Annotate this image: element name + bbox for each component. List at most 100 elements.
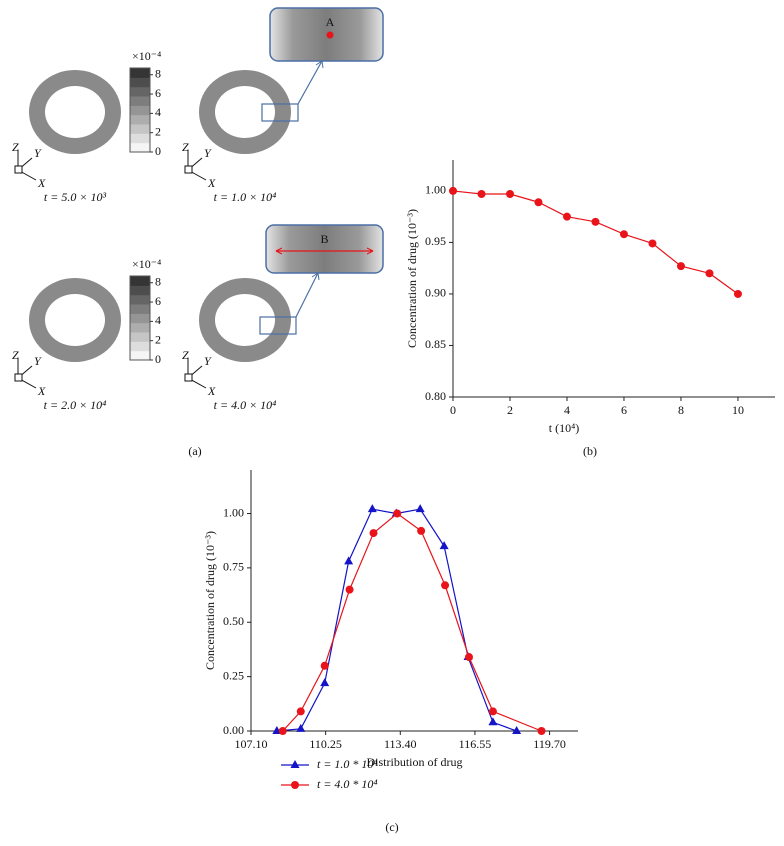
data-point (278, 727, 287, 735)
data-point (505, 190, 514, 199)
colorbar-step (130, 276, 150, 286)
colorbar-step (130, 68, 150, 78)
triad-label: Y (204, 354, 212, 368)
ring (29, 70, 121, 154)
data-point (441, 581, 450, 590)
colorbar-step (130, 332, 150, 342)
colorbar-step (130, 313, 150, 324)
data-point (393, 509, 402, 518)
x-tick-label: 4 (564, 403, 570, 417)
series-line (276, 508, 517, 732)
triad-cube (184, 373, 193, 382)
colorbar-tick-label: 2 (155, 124, 161, 138)
y-tick-label: 1.00 (223, 505, 244, 519)
triad-label: Y (34, 146, 42, 160)
frame-time: t = 4.0 × 10⁴ (214, 398, 277, 412)
data-point (619, 230, 628, 239)
colorbar-step (130, 294, 150, 305)
inset-source (261, 103, 299, 122)
data-point (488, 707, 497, 716)
colorbar-unit: ×10⁻⁴ (132, 49, 161, 63)
triad-label: Y (204, 146, 212, 160)
data-point (537, 727, 546, 735)
data-point (534, 198, 543, 207)
triad-label: X (37, 176, 46, 190)
x-axis-label: Distribution of drug (367, 755, 463, 769)
data-point (465, 653, 473, 662)
inset-arrow (297, 60, 323, 105)
inset-zoom (269, 7, 384, 62)
series-line (282, 512, 542, 732)
colorbar-step (130, 114, 150, 125)
data-point (591, 217, 600, 226)
x-tick-label: 107.10 (235, 737, 268, 751)
colorbar-tick-label: 0 (155, 352, 161, 366)
legend-label: t = 4.0 * 10⁴ (317, 777, 378, 791)
data-point (415, 504, 425, 513)
y-axis-label: Concentration of drug (10⁻³) (203, 531, 217, 670)
triad-label: Z (182, 348, 189, 362)
colorbar-tick-label: 8 (155, 275, 161, 289)
ring (29, 278, 121, 362)
x-tick-label: 8 (678, 403, 684, 417)
frame-time: t = 2.0 × 10⁴ (44, 398, 107, 412)
colorbar-step (130, 322, 150, 333)
y-tick-label: 1.00 (425, 183, 446, 197)
y-tick-label: 0.85 (425, 337, 446, 351)
ring (199, 70, 291, 154)
y-tick-label: 0.25 (223, 668, 244, 682)
x-tick-label: 0 (450, 403, 456, 417)
inset-arrow (295, 272, 319, 318)
inset-label: A (326, 15, 335, 29)
colorbar-frame (129, 67, 151, 153)
panel-caption: (a) (188, 444, 201, 458)
data-point (676, 262, 685, 271)
series-line (452, 190, 739, 295)
ring (199, 278, 291, 362)
data-point (296, 723, 306, 732)
frame-time: t = 5.0 × 10³ (44, 190, 107, 204)
data-point (512, 726, 522, 734)
x-tick-label: 10 (732, 403, 744, 417)
data-point (345, 585, 354, 594)
x-tick-label: 110.25 (309, 737, 342, 751)
legend-label: t = 1.0 * 10⁴ (317, 757, 378, 771)
colorbar-tick-label: 0 (155, 144, 161, 158)
colorbar-step (130, 341, 150, 352)
triad-label: Z (12, 348, 19, 362)
data-point (344, 556, 354, 565)
colorbar-step (130, 350, 150, 361)
y-tick-label: 0.50 (223, 614, 244, 628)
inset-zoom (265, 224, 384, 274)
data-point (320, 678, 330, 687)
data-point (439, 541, 449, 550)
y-tick-label: 0.95 (425, 234, 446, 248)
colorbar-step (130, 124, 150, 134)
x-tick-label: 119.70 (533, 737, 566, 751)
colorbar-unit: ×10⁻⁴ (132, 257, 161, 271)
colorbar-tick-label: 6 (155, 294, 161, 308)
triad-label: Z (182, 140, 189, 154)
data-point (417, 526, 426, 535)
colorbar-step (130, 133, 150, 144)
y-tick-label: 0.80 (425, 389, 446, 403)
triad-cube (184, 165, 193, 174)
colorbar-step (130, 142, 150, 153)
data-point (369, 529, 378, 538)
inset-label: B (320, 232, 328, 246)
x-tick-label: 113.40 (384, 737, 417, 751)
y-tick-label: 0.90 (425, 286, 446, 300)
colorbar-step (130, 285, 150, 296)
legend-marker (290, 760, 300, 768)
triad-cube (14, 373, 23, 382)
inset-source (259, 316, 297, 335)
triad-label: Y (34, 354, 42, 368)
colorbar-step (130, 105, 150, 116)
data-point (449, 186, 457, 195)
y-tick-label: 0.00 (223, 723, 244, 737)
colorbar-step (130, 77, 150, 88)
colorbar-step (130, 86, 150, 97)
legend-marker (291, 781, 299, 789)
panel-caption: (c) (385, 820, 398, 834)
